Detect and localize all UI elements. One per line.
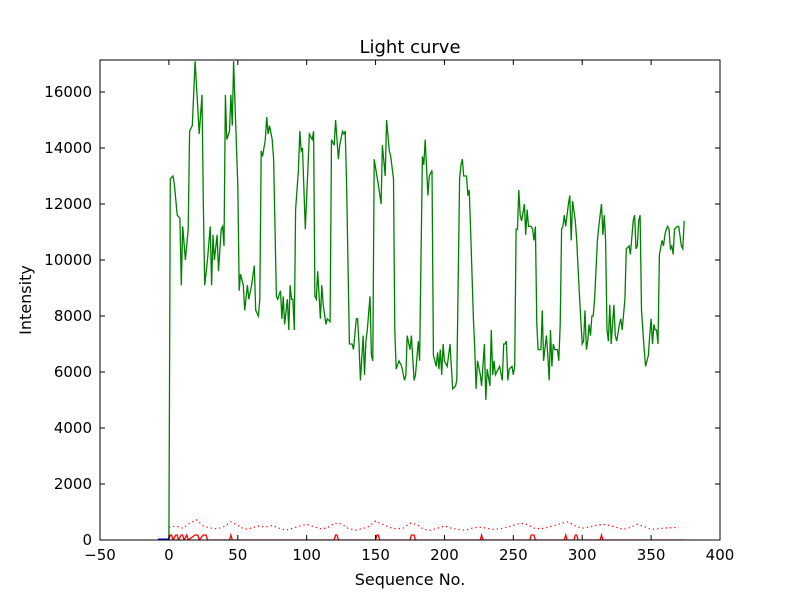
x-tick-label: 50 — [228, 546, 247, 564]
x-tick-label: 250 — [499, 546, 528, 564]
x-tick-label: 350 — [637, 546, 666, 564]
y-tick-label: 0 — [82, 531, 92, 549]
x-tick-label: 100 — [292, 546, 321, 564]
series-line-error — [168, 532, 685, 540]
x-tick-label: −50 — [84, 546, 116, 564]
plot-frame — [99, 59, 721, 541]
y-tick-label: 14000 — [44, 139, 92, 157]
y-tick-label: 2000 — [54, 475, 92, 493]
y-tick-label: 12000 — [44, 195, 92, 213]
y-axis-label: Intensity — [16, 265, 35, 335]
series-line-background — [168, 519, 679, 531]
y-tick-label: 4000 — [54, 419, 92, 437]
tick-layer: −50 0 50 100 150 200 250 300 350 4000200040006000… — [44, 60, 734, 564]
x-tick-label: 200 — [430, 546, 459, 564]
y-tick-label: 10000 — [44, 251, 92, 269]
series-line-intensity — [168, 61, 685, 540]
x-tick-label: 300 — [568, 546, 597, 564]
x-tick-label: 0 — [164, 546, 174, 564]
y-tick-label: 8000 — [54, 307, 92, 325]
x-axis-label: Sequence No. — [355, 570, 466, 589]
series-layer — [157, 61, 685, 540]
x-tick-label: 400 — [706, 546, 735, 564]
y-tick-label: 6000 — [54, 363, 92, 381]
x-tick-label: 150 — [361, 546, 390, 564]
y-tick-label: 16000 — [44, 83, 92, 101]
chart-title: Light curve — [359, 37, 460, 58]
